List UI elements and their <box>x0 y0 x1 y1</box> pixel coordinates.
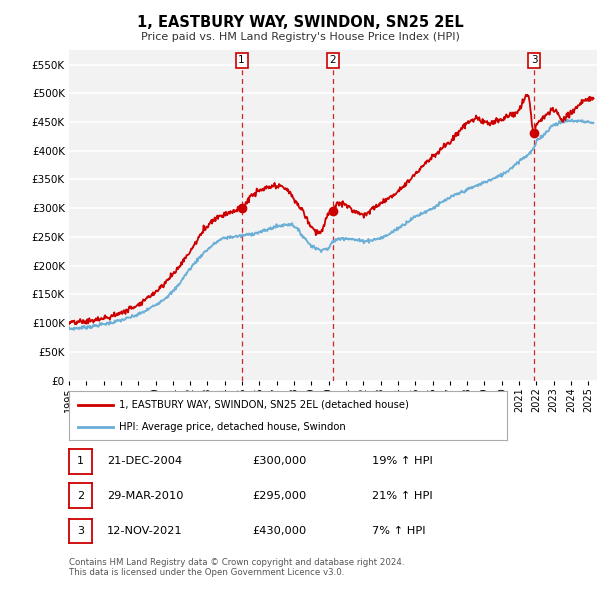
Text: 2: 2 <box>329 55 336 65</box>
Text: 3: 3 <box>531 55 538 65</box>
Text: £300,000: £300,000 <box>252 457 307 466</box>
Text: 1: 1 <box>77 457 84 466</box>
Text: 19% ↑ HPI: 19% ↑ HPI <box>372 457 433 466</box>
Text: 1, EASTBURY WAY, SWINDON, SN25 2EL: 1, EASTBURY WAY, SWINDON, SN25 2EL <box>137 15 463 30</box>
Text: 21% ↑ HPI: 21% ↑ HPI <box>372 491 433 500</box>
Text: 1: 1 <box>238 55 245 65</box>
Text: 21-DEC-2004: 21-DEC-2004 <box>107 457 182 466</box>
Text: Price paid vs. HM Land Registry's House Price Index (HPI): Price paid vs. HM Land Registry's House … <box>140 32 460 42</box>
Text: 3: 3 <box>77 526 84 536</box>
Text: HPI: Average price, detached house, Swindon: HPI: Average price, detached house, Swin… <box>119 422 346 432</box>
Text: 29-MAR-2010: 29-MAR-2010 <box>107 491 184 500</box>
Text: £295,000: £295,000 <box>252 491 306 500</box>
Text: Contains HM Land Registry data © Crown copyright and database right 2024.
This d: Contains HM Land Registry data © Crown c… <box>69 558 404 577</box>
Text: 1, EASTBURY WAY, SWINDON, SN25 2EL (detached house): 1, EASTBURY WAY, SWINDON, SN25 2EL (deta… <box>119 399 409 409</box>
Text: 2: 2 <box>77 491 84 500</box>
Text: £430,000: £430,000 <box>252 526 306 536</box>
Text: 12-NOV-2021: 12-NOV-2021 <box>107 526 182 536</box>
Text: 7% ↑ HPI: 7% ↑ HPI <box>372 526 425 536</box>
